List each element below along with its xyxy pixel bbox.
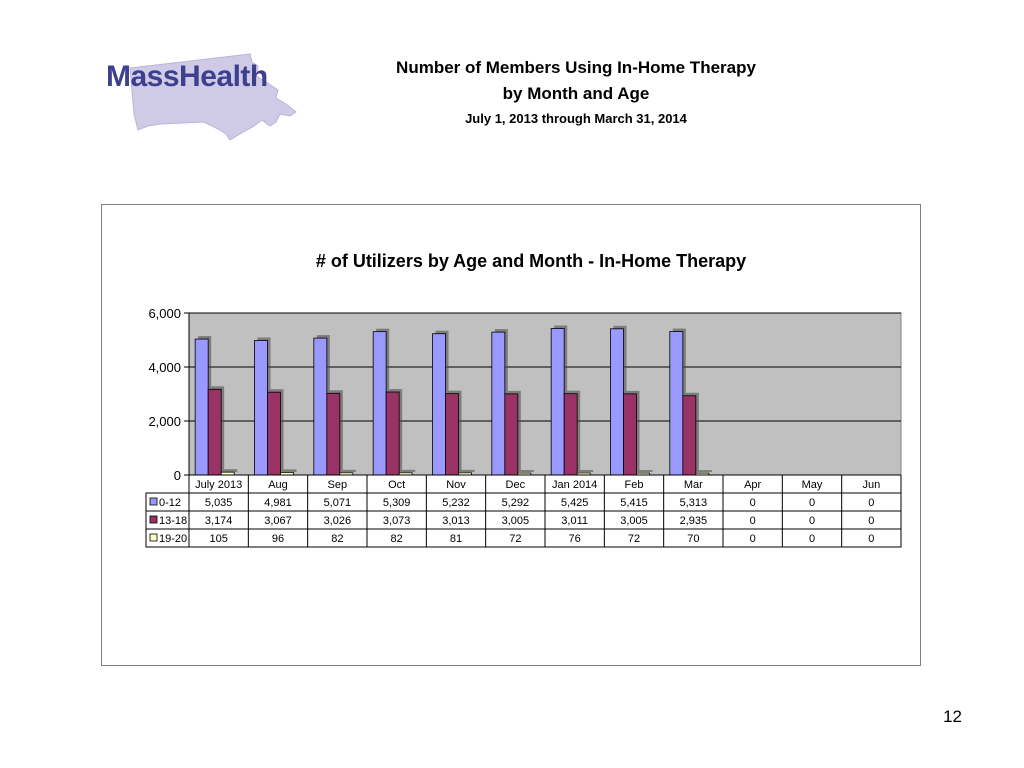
data-label: 0: [750, 497, 756, 509]
legend-label: 13-18: [159, 515, 187, 527]
x-tick-label: Oct: [388, 479, 405, 491]
data-label: 5,309: [383, 497, 411, 509]
x-tick-label: Feb: [625, 479, 644, 491]
bar-shadow: [698, 470, 712, 472]
x-tick-label: Mar: [684, 479, 703, 491]
bar-shadow: [461, 469, 475, 472]
bar-13-18: [504, 393, 519, 476]
data-label: 96: [272, 533, 284, 545]
legend-label: 19-20: [159, 533, 187, 545]
data-label: 81: [450, 533, 462, 545]
y-tick-label: 4,000: [148, 360, 181, 375]
bar-13-18: [682, 395, 697, 476]
masshealth-logo: [129, 53, 297, 141]
data-label: 3,073: [383, 515, 411, 527]
data-label: 105: [209, 533, 227, 545]
data-label: 4,981: [264, 497, 292, 509]
data-label: 0: [809, 515, 815, 527]
data-label: 0: [809, 497, 815, 509]
data-label: 3,174: [205, 515, 233, 527]
x-tick-label: Dec: [506, 479, 526, 491]
legend-key: [149, 515, 158, 524]
legend-key: [149, 497, 158, 506]
x-tick-label: Nov: [446, 479, 466, 491]
data-label: 5,415: [620, 497, 648, 509]
data-label: 82: [331, 533, 343, 545]
bar-shadow: [402, 469, 416, 472]
bar-shadow: [580, 469, 594, 472]
bar-0-12: [432, 333, 446, 476]
x-tick-label: May: [802, 479, 823, 491]
x-tick-label: Jun: [862, 479, 880, 491]
bar-0-12: [194, 338, 209, 476]
y-tick-label: 6,000: [148, 306, 181, 321]
bar-0-12: [610, 328, 624, 476]
bar-13-18: [445, 393, 459, 476]
data-label: 0: [750, 515, 756, 527]
bar-0-12: [669, 331, 684, 476]
data-label: 5,232: [442, 497, 470, 509]
data-label: 3,011: [561, 515, 588, 527]
x-tick-label: Sep: [328, 479, 348, 491]
legend-label: 0-12: [159, 497, 181, 509]
page-title: Number of Members Using In-Home Therapy: [396, 58, 756, 77]
data-label: 72: [628, 533, 640, 545]
bar-13-18: [563, 393, 578, 476]
page-number: 12: [943, 707, 962, 726]
bar-shadow: [283, 469, 297, 472]
massachusetts-map-icon: [129, 53, 297, 141]
x-tick-label: Jan 2014: [552, 479, 597, 491]
data-label: 0: [868, 533, 874, 545]
bar-13-18: [623, 393, 637, 476]
data-label: 0: [809, 533, 815, 545]
plot-area: [188, 312, 902, 476]
bar-shadow: [520, 470, 534, 472]
chart-title: # of Utilizers by Age and Month - In-Hom…: [315, 251, 747, 271]
data-label: 3,005: [502, 515, 530, 527]
data-label: 3,067: [264, 515, 292, 527]
bar-0-12: [550, 328, 565, 476]
y-tick-label: 2,000: [148, 414, 181, 429]
bar-0-12: [491, 331, 506, 476]
bar-0-12: [313, 337, 328, 476]
bar-13-18: [385, 391, 400, 476]
data-label: 72: [509, 533, 521, 545]
logo-wordmark: MassHealth: [106, 60, 268, 93]
date-range: July 1, 2013 through March 31, 2014: [465, 111, 687, 126]
bar-13-18: [326, 392, 341, 476]
bar-0-12: [254, 340, 268, 476]
data-label: 5,035: [205, 497, 233, 509]
data-label: 2,935: [680, 515, 708, 527]
data-label: 3,026: [324, 515, 352, 527]
data-label: 5,071: [324, 497, 352, 509]
x-tick-label: Aug: [268, 479, 288, 491]
data-label: 3,013: [442, 515, 470, 527]
data-label: 5,425: [561, 497, 589, 509]
bar-13-18: [267, 391, 281, 476]
legend-key: [149, 533, 158, 542]
bar-shadow: [224, 469, 238, 472]
y-tick-label: 0: [174, 468, 181, 483]
data-label: 0: [868, 515, 874, 527]
page-subtitle: by Month and Age: [502, 84, 650, 103]
bar-shadow: [639, 470, 653, 472]
data-label: 70: [687, 533, 699, 545]
bar-0-12: [372, 331, 387, 476]
data-label: 5,313: [680, 497, 708, 509]
data-label: 76: [569, 533, 581, 545]
data-label: 5,292: [502, 497, 530, 509]
bar-shadow: [342, 469, 356, 472]
bar-13-18: [207, 388, 222, 476]
x-tick-label: July 2013: [195, 479, 242, 491]
data-label: 0: [750, 533, 756, 545]
data-label: 0: [868, 497, 874, 509]
data-label: 82: [391, 533, 403, 545]
x-tick-label: Apr: [744, 479, 761, 491]
data-label: 3,005: [620, 515, 648, 527]
